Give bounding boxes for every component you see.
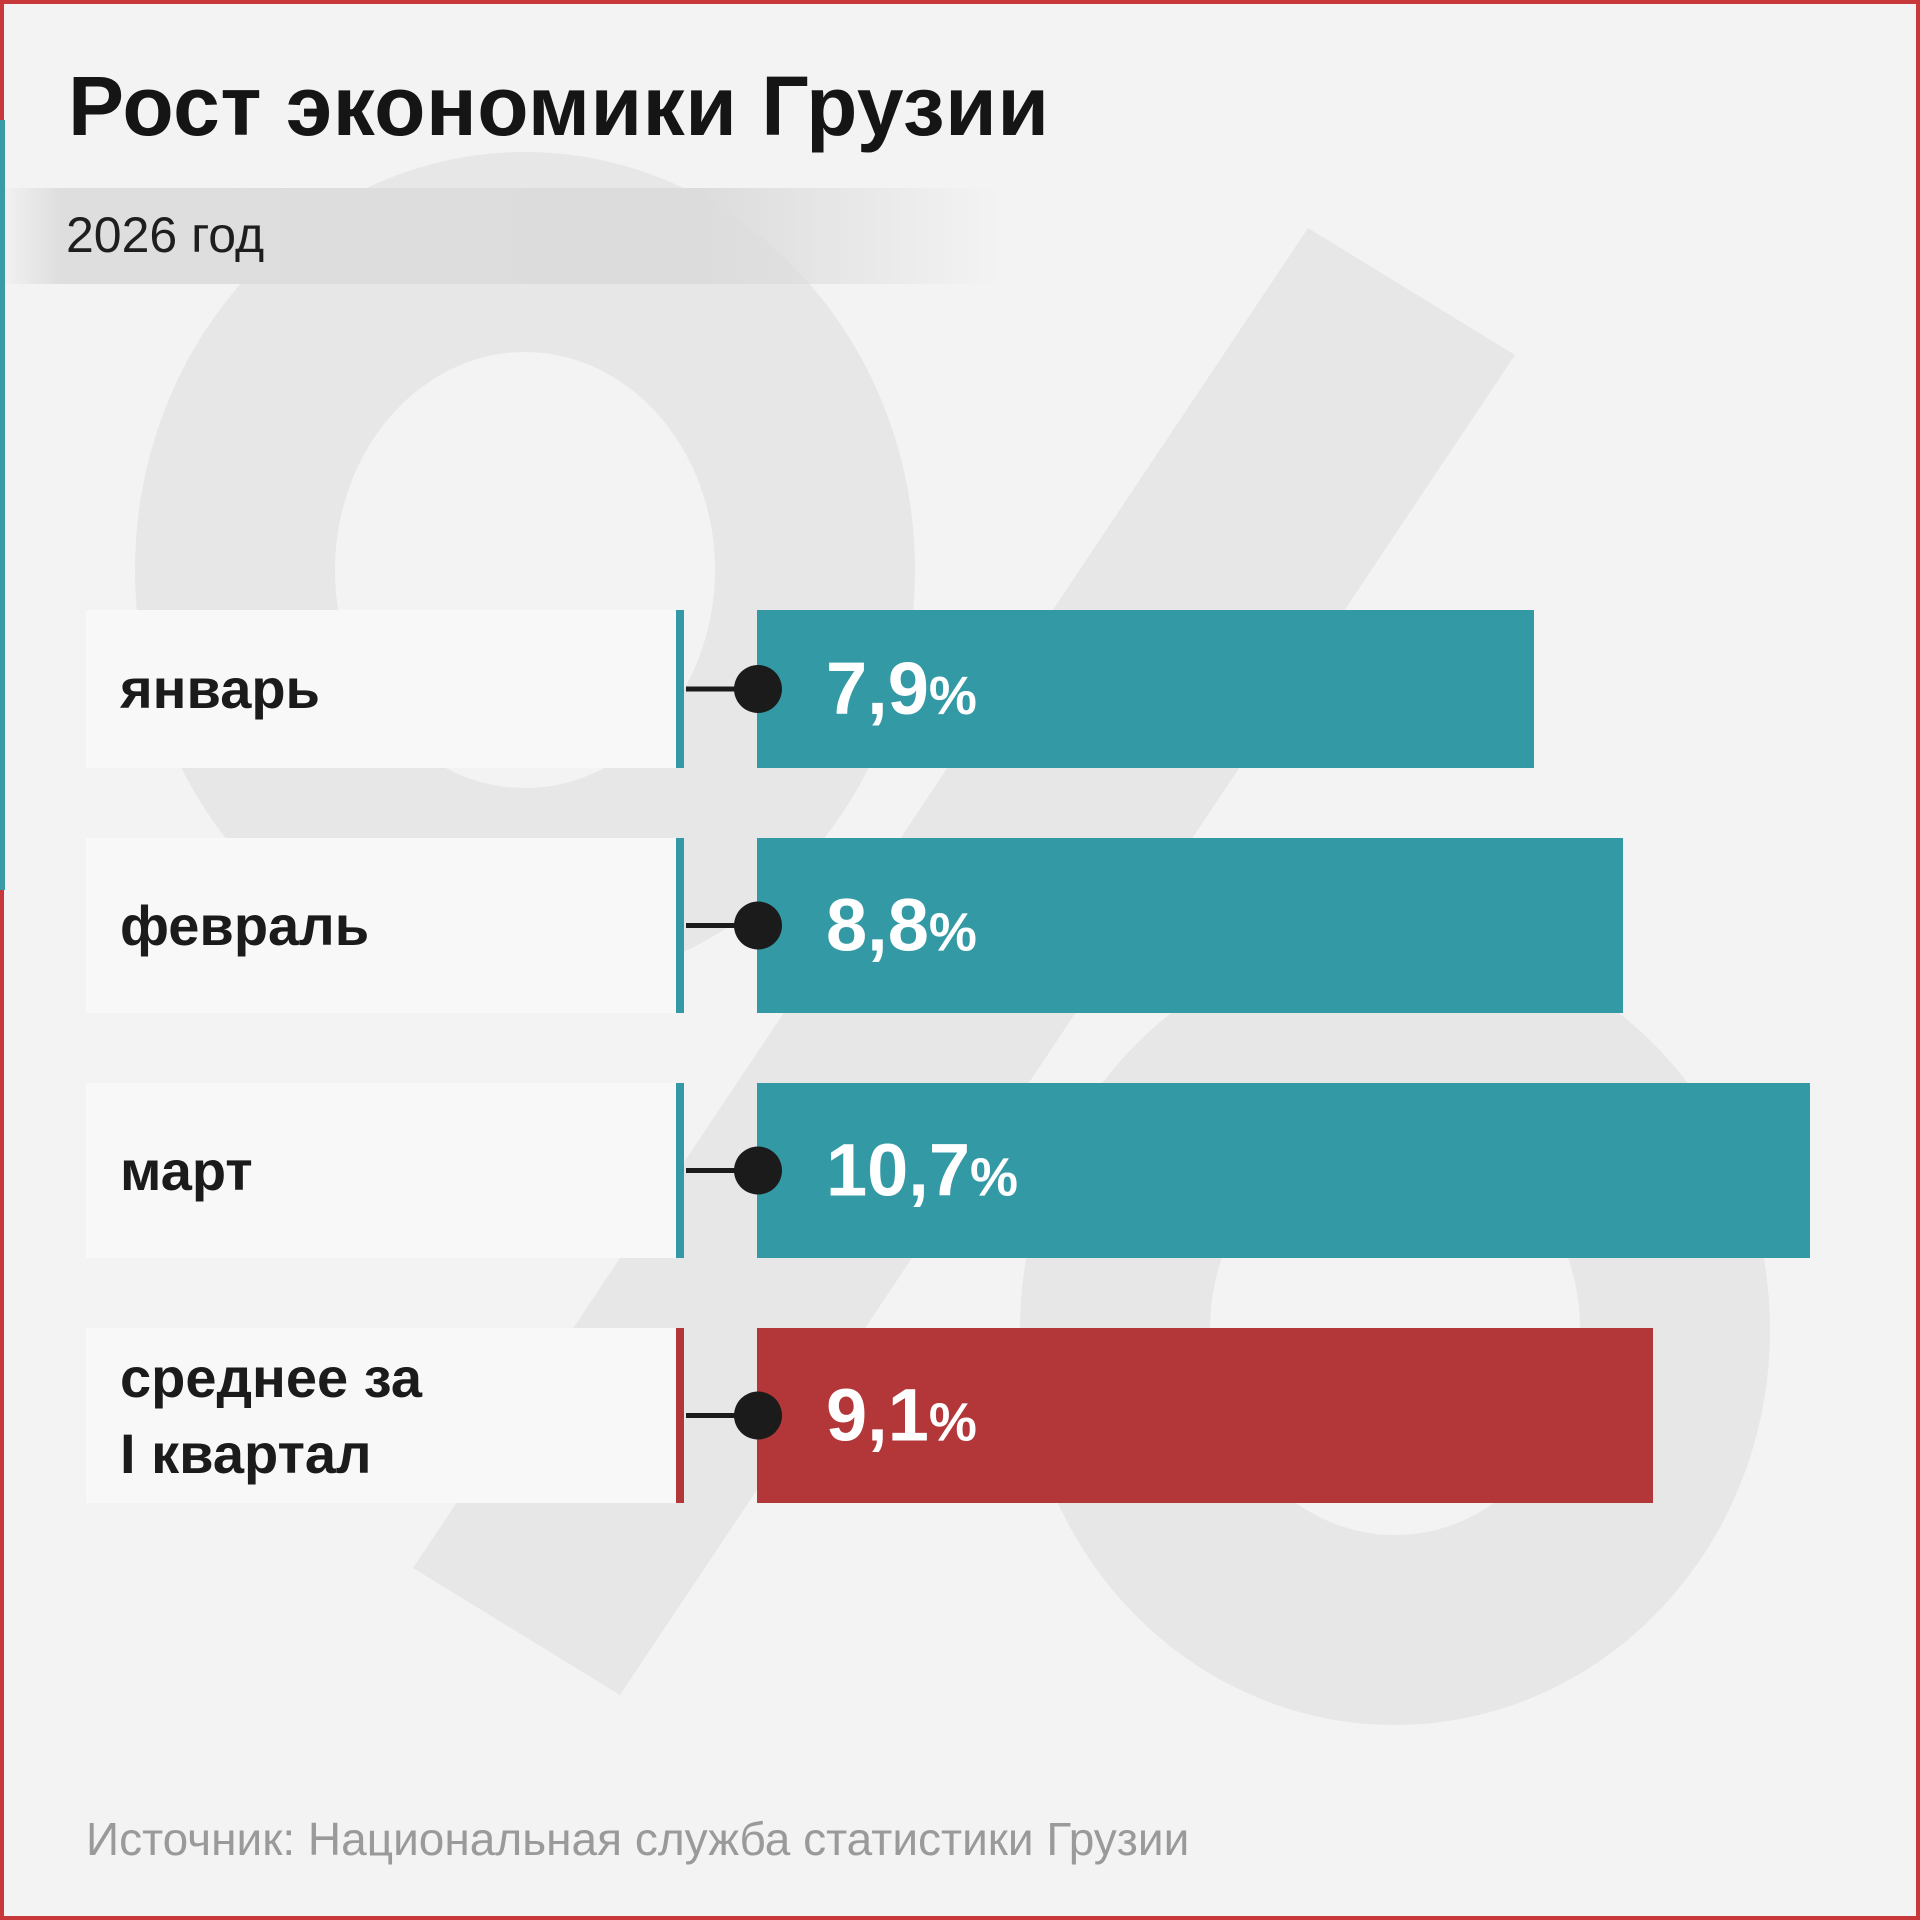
value-unit: % [929,1393,977,1453]
value-number: 9,1 [826,1374,929,1457]
category-label: февраль [120,893,370,957]
category-label-box: февраль [86,838,676,1013]
category-label-box: март [86,1083,676,1258]
value-number: 7,9 [826,647,929,730]
left-accent-strip [0,120,5,890]
value-number: 10,7 [826,1129,970,1212]
value-unit: % [929,903,977,963]
value-unit: % [929,666,977,726]
connector-dot [734,1391,782,1440]
connector-dot [734,665,782,713]
row-separator [676,1328,684,1503]
row-separator [676,610,684,768]
value-label: 9,1% [826,1374,977,1457]
bar [757,1083,1810,1258]
value-label: 8,8% [826,884,977,967]
connector-dot [734,1146,782,1195]
bar [757,1328,1653,1503]
category-label: март [120,1138,253,1202]
bar [757,610,1534,768]
category-label: среднее за I квартал [120,1345,422,1485]
chart-title: Рост экономики Грузии [68,59,1050,153]
value-label: 10,7% [826,1129,1018,1212]
category-label-box: среднее за I квартал [86,1328,676,1503]
value-unit: % [970,1148,1018,1208]
source-note: Источник: Национальная служба статистики… [86,1813,1190,1865]
subtitle-band [0,188,1000,284]
row-separator [676,1083,684,1258]
category-label-box: январь [86,610,676,768]
bar [757,838,1623,1013]
connector-dot [734,901,782,950]
value-number: 8,8 [826,884,929,967]
row-separator [676,838,684,1013]
category-label: январь [120,657,320,721]
value-label: 7,9% [826,647,977,730]
chart-subtitle: 2026 год [66,207,265,263]
